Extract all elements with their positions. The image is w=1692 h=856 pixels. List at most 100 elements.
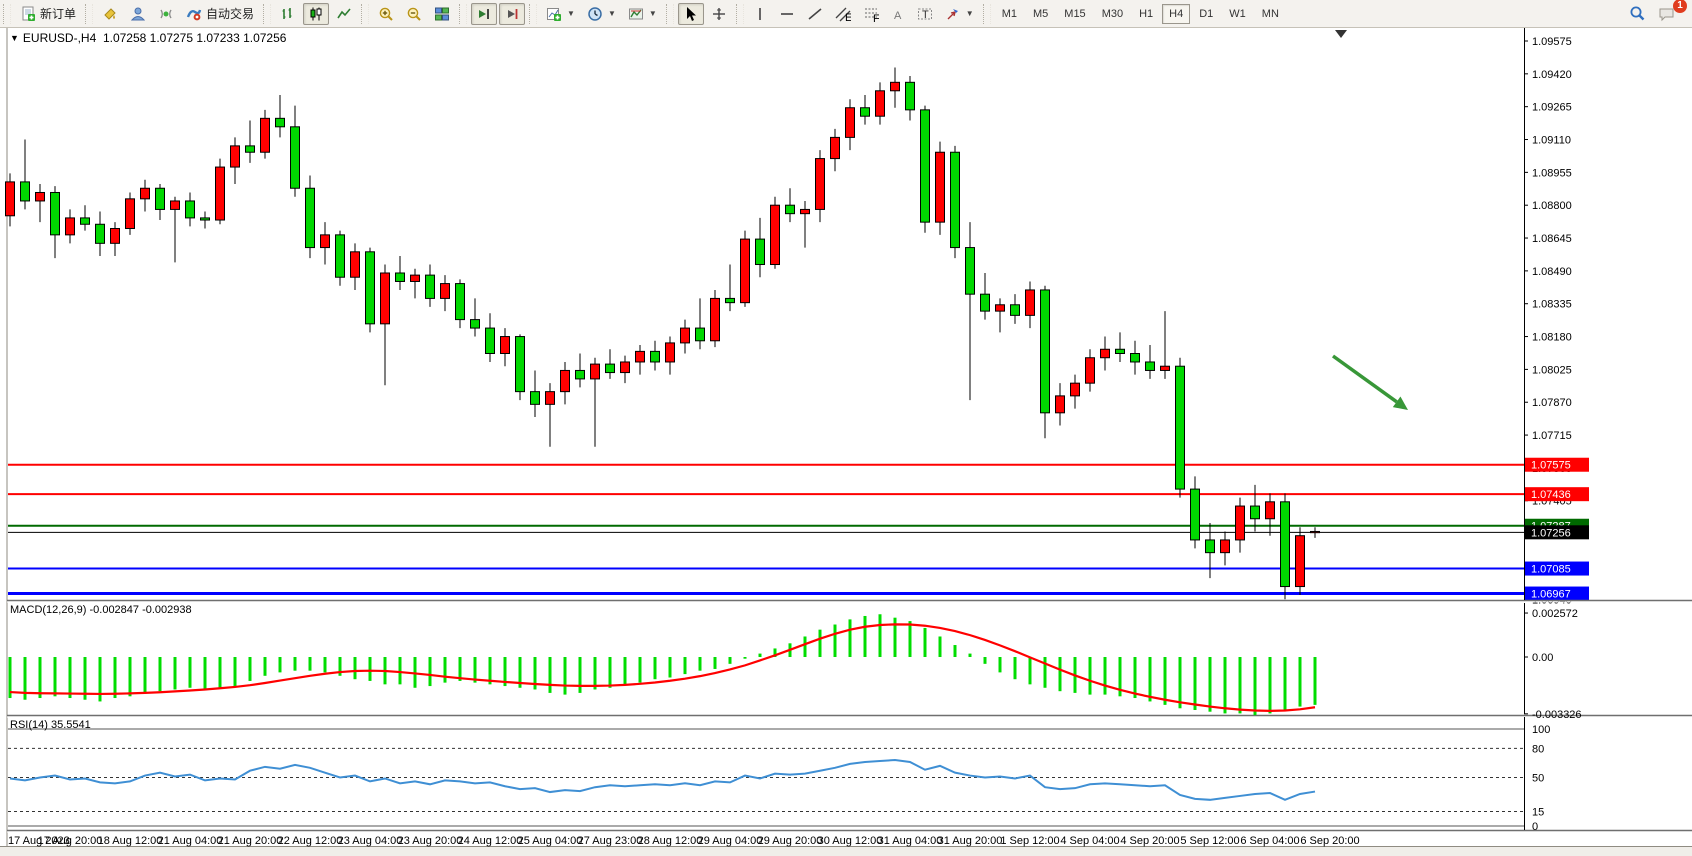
- dropdown-caret-icon: ▼: [607, 9, 616, 18]
- fibonacci-icon: F: [863, 6, 879, 22]
- tab-timeframe-h4[interactable]: H4: [1162, 3, 1191, 24]
- tab-timeframe-mn[interactable]: MN: [1261, 7, 1279, 20]
- svg-text:1.07870: 1.07870: [1532, 397, 1572, 409]
- svg-text:1.08645: 1.08645: [1532, 233, 1572, 245]
- notifications-button[interactable]: 1: [1653, 0, 1687, 25]
- svg-text:1.07575: 1.07575: [1531, 460, 1571, 472]
- macd-axis-label: 0.00: [1532, 652, 1553, 664]
- crosshair-tool-button[interactable]: [706, 3, 732, 25]
- zoom-out-icon: [406, 6, 422, 22]
- svg-text:1.08335: 1.08335: [1532, 299, 1572, 311]
- rsi-axis-label: 80: [1532, 743, 1544, 755]
- candlestick-series[interactable]: [5, 67, 1320, 600]
- styler-button[interactable]: [97, 3, 123, 25]
- toolbar: 新订单 自动交易: [0, 0, 1692, 28]
- rsi-line: [9, 759, 1316, 801]
- tab-timeframe-d1[interactable]: D1: [1199, 7, 1214, 20]
- macd-axis-label: -0.003326: [1532, 709, 1582, 721]
- tab-timeframe-w1[interactable]: W1: [1229, 7, 1246, 20]
- svg-text:4 Sep 04:00: 4 Sep 04:00: [1060, 835, 1119, 847]
- toolbar-grip: [982, 3, 991, 24]
- text-tool-button[interactable]: A: [886, 3, 910, 25]
- clock-icon: [587, 6, 603, 22]
- tab-timeframe-h1[interactable]: H1: [1139, 7, 1154, 20]
- dropdown-caret-icon: ▼: [567, 9, 575, 18]
- tab-timeframe-m15[interactable]: M15: [1064, 7, 1086, 20]
- chart-shift-marker[interactable]: [1335, 30, 1347, 38]
- rsi-axis-label: 100: [1532, 724, 1550, 736]
- arrow-annotation[interactable]: [1331, 354, 1408, 410]
- signal-button[interactable]: [153, 3, 179, 25]
- price-flag: 1.07085: [1525, 561, 1589, 576]
- tab-timeframe-m30[interactable]: M30: [1101, 7, 1124, 20]
- toolbar-grip: [459, 3, 468, 24]
- arrows-tool-button[interactable]: ▼: [940, 3, 979, 25]
- tile-windows-icon: [434, 6, 450, 22]
- dropdown-caret-icon: ▼: [648, 9, 657, 18]
- cursor-tool-button[interactable]: [677, 2, 704, 25]
- templates-button[interactable]: ▼: [623, 3, 662, 25]
- toolbar-grip: [3, 3, 11, 24]
- horizontal-line-icon: [779, 6, 795, 22]
- price-axis-tick: 1.07715: [1532, 430, 1572, 442]
- line-chart-icon: [336, 6, 352, 22]
- text-label-tool-button[interactable]: T: [912, 3, 938, 25]
- fibonacci-tool-button[interactable]: F: [858, 3, 884, 25]
- profile-button[interactable]: [125, 3, 151, 25]
- tile-windows-button[interactable]: [429, 3, 455, 25]
- svg-text:31 Aug 04:00: 31 Aug 04:00: [878, 835, 943, 847]
- search-icon: [1629, 5, 1646, 22]
- macd-histogram: [8, 614, 1317, 716]
- trendline-icon: [807, 6, 823, 22]
- price-axis-tick: 1.08025: [1532, 364, 1572, 376]
- notification-badge: 1: [1673, 0, 1687, 13]
- indicators-button[interactable]: ▼: [541, 3, 580, 25]
- tab-timeframe-m5[interactable]: M5: [1033, 7, 1049, 20]
- channel-tool-button[interactable]: E: [830, 3, 856, 25]
- price-flag: 1.07436: [1525, 487, 1589, 502]
- toolbar-grip: [735, 3, 744, 24]
- price-axis-tick: 1.09265: [1532, 102, 1572, 114]
- svg-text:15: 15: [1532, 806, 1544, 818]
- search-button[interactable]: [1624, 2, 1651, 25]
- arrows-tool-icon: [945, 6, 961, 22]
- svg-text:1.08955: 1.08955: [1532, 167, 1572, 179]
- vertical-line-tool-button[interactable]: [748, 3, 772, 25]
- price-axis-tick: 1.09420: [1532, 69, 1572, 81]
- svg-text:1.09110: 1.09110: [1532, 135, 1571, 147]
- svg-text:1.09265: 1.09265: [1532, 102, 1572, 114]
- macd-indicator-label: MACD(12,26,9) -0.002847 -0.002938: [10, 604, 192, 616]
- svg-text:25 Aug 04:00: 25 Aug 04:00: [518, 835, 583, 847]
- tab-timeframe-m1[interactable]: M1: [1001, 7, 1017, 20]
- auto-scroll-button[interactable]: [471, 2, 498, 25]
- toolbar-grip: [529, 3, 538, 24]
- macd-signal-line: [9, 623, 1316, 712]
- macd-axis-label: 0.002572: [1532, 608, 1578, 620]
- equidistant-channel-icon: E: [835, 6, 851, 22]
- rsi-axis-label: 15: [1532, 806, 1544, 818]
- price-axis-tick: 1.08180: [1532, 332, 1572, 344]
- price-axis-tick: 1.09575: [1532, 36, 1572, 48]
- trendline-tool-button[interactable]: [802, 3, 828, 25]
- macd-main-value: -0.002847: [89, 604, 140, 616]
- macd-signal-value: -0.002938: [142, 604, 192, 616]
- bar-chart-mode-button[interactable]: [275, 3, 301, 25]
- candlestick-mode-button[interactable]: [303, 2, 330, 25]
- new-order-button[interactable]: 新订单: [15, 2, 81, 25]
- svg-text:17 Aug 2023: 17 Aug 2023: [8, 835, 70, 847]
- zoom-out-button[interactable]: [401, 3, 427, 25]
- svg-text:30 Aug 12:00: 30 Aug 12:00: [818, 835, 883, 847]
- zoom-in-button[interactable]: [373, 3, 399, 25]
- auto-trading-button[interactable]: 自动交易: [181, 2, 259, 25]
- line-chart-mode-button[interactable]: [331, 3, 357, 25]
- horizontal-line-tool-button[interactable]: [774, 3, 800, 25]
- svg-text:1.07715: 1.07715: [1532, 430, 1572, 442]
- periods-button[interactable]: ▼: [582, 3, 621, 25]
- collapse-triangle-icon[interactable]: ▼: [10, 33, 19, 43]
- chart-shift-button[interactable]: [499, 2, 526, 25]
- svg-text:22 Aug 12:00: 22 Aug 12:00: [278, 835, 343, 847]
- svg-text:21 Aug 04:00: 21 Aug 04:00: [158, 835, 223, 847]
- toolbar-grip: [665, 3, 674, 24]
